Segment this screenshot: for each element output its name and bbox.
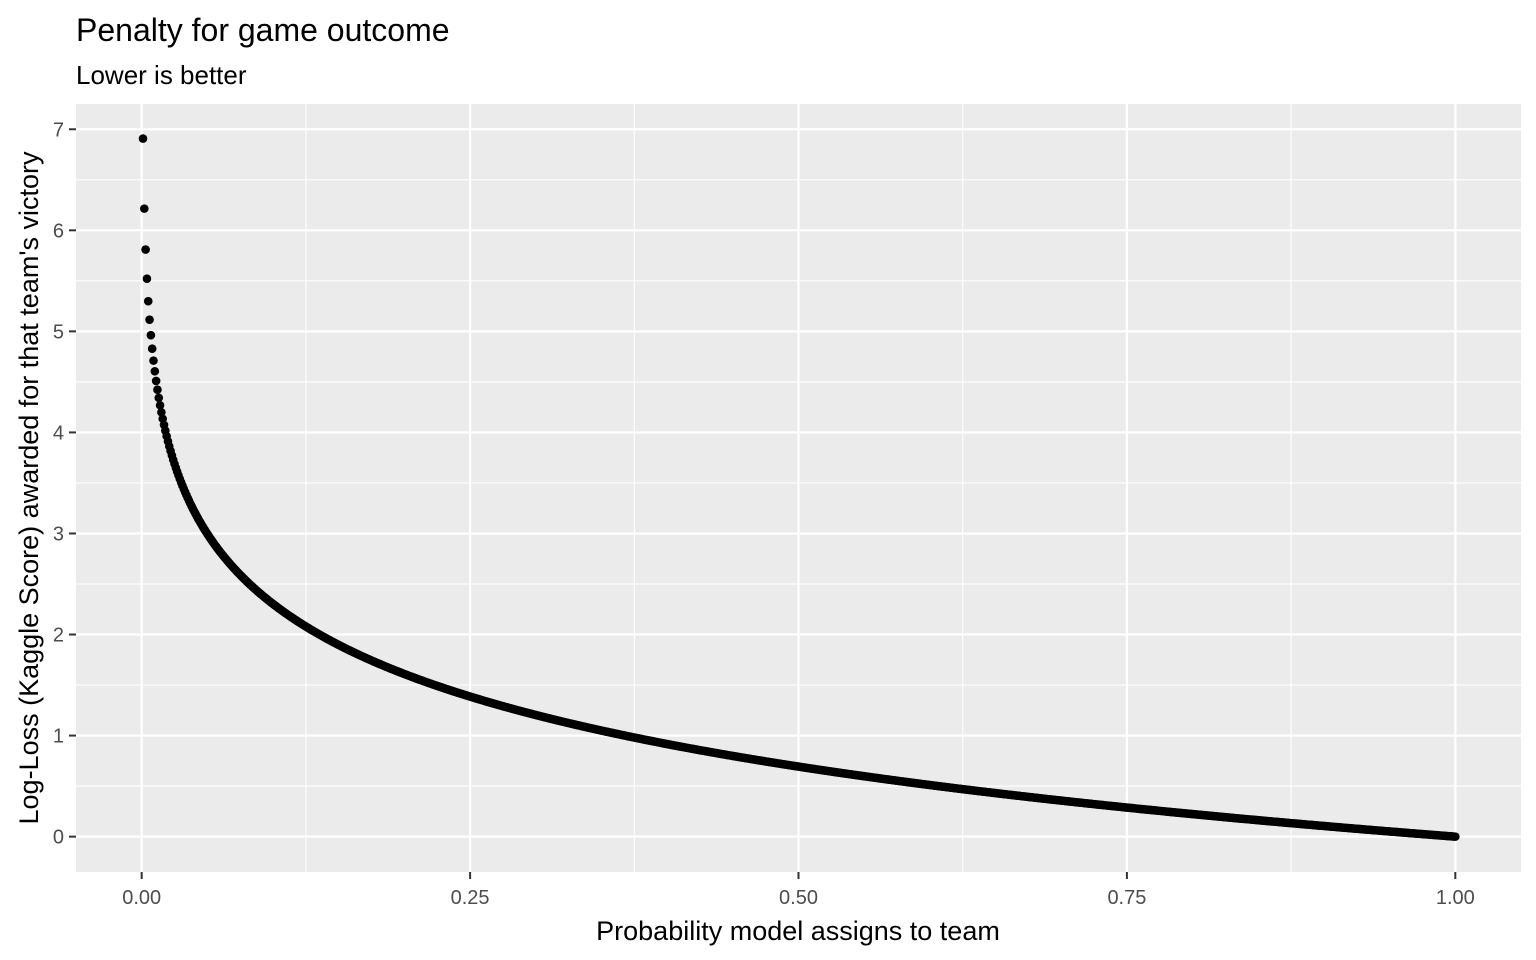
x-tick-label: 0.50 [779,887,818,909]
data-point [146,330,156,340]
data-point [150,366,160,376]
y-tick-label: 4 [53,422,64,444]
data-point [149,356,158,365]
y-tick-label: 6 [53,220,64,242]
y-tick-label: 3 [53,523,64,545]
y-tick-label: 2 [53,625,64,647]
data-point [138,134,148,143]
data-point [154,393,164,403]
x-axis-label: Probability model assigns to team [596,916,1000,946]
y-tick-label: 7 [53,119,64,141]
x-tick-label: 0.25 [451,887,490,909]
chart-subtitle: Lower is better [76,60,247,90]
data-point [141,245,150,254]
x-tick-label: 1.00 [1436,887,1475,909]
data-point [143,296,153,306]
data-point [151,376,161,386]
data-point [142,274,152,283]
x-tick-label: 0.75 [1107,887,1146,909]
y-axis-label: Log-Loss (Kaggle Score) awarded for that… [14,151,44,824]
y-tick-label: 0 [53,827,64,849]
data-point [1451,832,1460,841]
data-points [138,134,1460,841]
data-point [147,344,157,354]
y-axis-ticks: 0 1 2 3 4 5 6 7 [53,119,76,849]
data-point [145,315,154,324]
x-tick-label: 0.00 [122,887,161,909]
y-tick-label: 1 [53,726,64,748]
chart-title: Penalty for game outcome [76,12,450,48]
x-axis-ticks: 0.00 0.25 0.50 0.75 1.00 [122,872,1475,909]
data-point [153,385,162,394]
major-gridlines [76,104,1521,872]
data-point [157,407,166,417]
data-point [155,400,165,410]
data-point [140,204,149,213]
y-tick-label: 5 [53,321,64,343]
